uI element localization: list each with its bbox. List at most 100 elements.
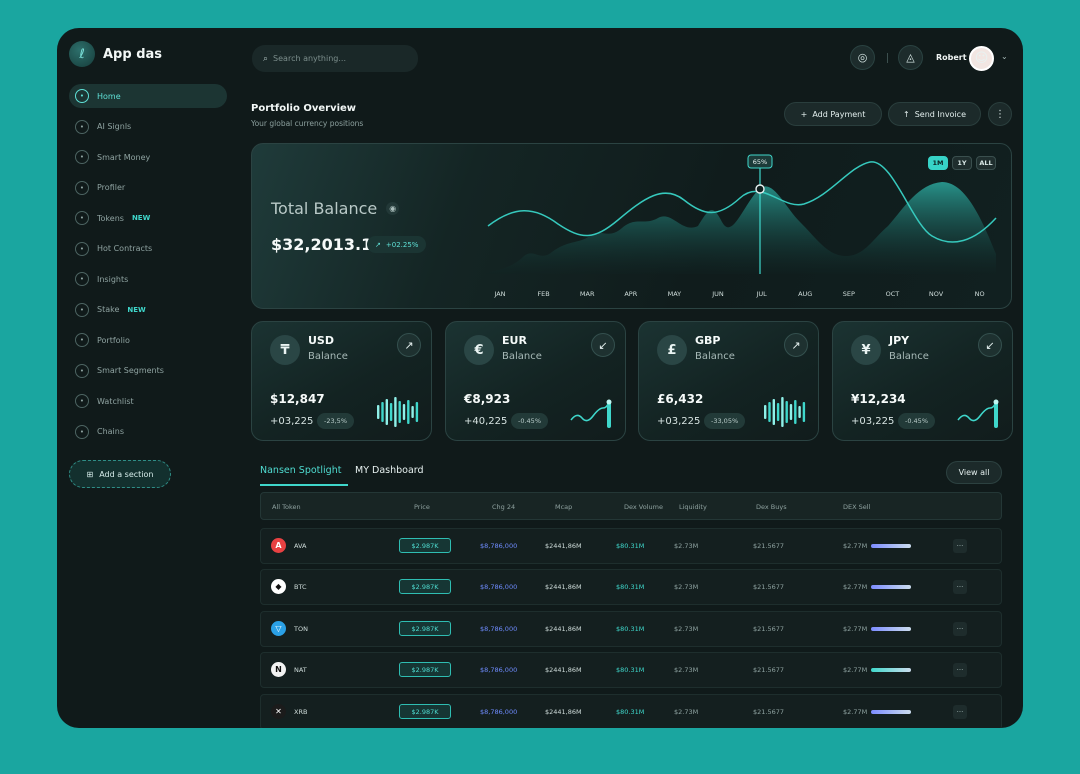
- balance-chart: 65% JAN FEB MAR APR MAY JUN JUL AUG SEP OCT NOV NO: [482, 154, 997, 298]
- col-all-token[interactable]: All Token: [272, 503, 301, 511]
- row-more-button[interactable]: ···: [953, 539, 967, 553]
- segments-icon: •: [75, 363, 89, 378]
- row-more-button[interactable]: ···: [953, 663, 967, 677]
- spark-candle: [385, 399, 388, 425]
- sparkline-candles: [377, 397, 419, 427]
- row-more-button[interactable]: ···: [953, 705, 967, 719]
- eye-icon[interactable]: ◉: [386, 202, 400, 215]
- send-invoice-button[interactable]: ↑ Send Invoice: [888, 102, 981, 126]
- dex-buys-value: $21.5677: [753, 666, 785, 674]
- token-name: TON: [294, 625, 308, 633]
- month-label: AUG: [798, 290, 812, 298]
- sparkline-line: [570, 399, 612, 428]
- dex-sell-bar: [871, 585, 911, 589]
- row-more-button[interactable]: ···: [953, 622, 967, 636]
- dex-sell-bar: [871, 627, 911, 631]
- total-balance-value: $32,2013.16: [271, 235, 384, 254]
- sidebar-item-ai-signls[interactable]: • AI Signls: [69, 115, 227, 139]
- month-label: NO: [975, 290, 985, 298]
- period-1m[interactable]: 1M: [928, 156, 948, 170]
- globe-icon[interactable]: ◎: [850, 45, 875, 70]
- dex-volume-value: $80.31M: [616, 666, 645, 674]
- eth-icon: ◆: [271, 579, 286, 594]
- period-all[interactable]: ALL: [976, 156, 996, 170]
- arrow-up-right-icon: ↗: [375, 240, 381, 249]
- stake-icon: •: [75, 302, 89, 317]
- sidebar-item-tokens[interactable]: • Tokens NEW: [69, 206, 227, 230]
- tab-my-dashboard[interactable]: MY Dashboard: [355, 465, 424, 476]
- currency-arrow-icon[interactable]: ↗: [784, 333, 808, 357]
- view-all-button[interactable]: View all: [946, 461, 1002, 484]
- search-input[interactable]: [273, 54, 404, 63]
- table-row[interactable]: ▽ TON $2.987K $8,786,000 $2441,86M $80.31M $2.…: [260, 611, 1002, 647]
- dashboard-window: ℓ App das • Home • AI Signls • Smart Money • Pr…: [57, 28, 1023, 728]
- currency-label: Balance: [502, 351, 542, 362]
- currency-value: €8,923: [464, 392, 511, 406]
- currency-arrow-icon[interactable]: ↙: [978, 333, 1002, 357]
- currency-symbol-icon: £: [657, 335, 687, 365]
- row-more-button[interactable]: ···: [953, 580, 967, 594]
- table-row[interactable]: N NAT $2.987K $8,786,000 $2441,86M $80.31M $2.…: [260, 652, 1002, 688]
- currency-card-usd[interactable]: ₸ USD Balance ↗ $12,847 +03,225 -23,5%: [251, 321, 432, 441]
- currency-card-eur[interactable]: € EUR Balance ↙ €8,923 +40,225 -0.45%: [445, 321, 626, 441]
- sidebar-item-profiler[interactable]: • Profiler: [69, 176, 227, 200]
- table-row[interactable]: A AVA $2.987K $8,786,000 $2441,86M $80.31M $2.…: [260, 528, 1002, 564]
- period-1y[interactable]: 1Y: [952, 156, 972, 170]
- tab-nansen-spotlight[interactable]: Nansen Spotlight: [260, 465, 342, 476]
- sidebar-item-insights[interactable]: • Insights: [69, 267, 227, 291]
- price-badge: $2.987K: [399, 579, 451, 594]
- sidebar-item-smart-money[interactable]: • Smart Money: [69, 145, 227, 169]
- dex-buys-value: $21.5677: [753, 708, 785, 716]
- active-tab-indicator: [260, 484, 348, 486]
- col-mcap[interactable]: Mcap: [555, 503, 573, 511]
- currency-card-jpy[interactable]: ¥ JPY Balance ↙ ¥12,234 +03,225 -0.45%: [832, 321, 1013, 441]
- brand[interactable]: ℓ App das: [69, 41, 162, 67]
- col-chg-24[interactable]: Chg 24: [492, 503, 516, 511]
- sidebar-item-label: Smart Money: [97, 152, 151, 162]
- currency-card-gbp[interactable]: £ GBP Balance ↗ £6,432 +03,225 -33,05%: [638, 321, 819, 441]
- spark-candle: [415, 402, 419, 422]
- sidebar-item-home[interactable]: • Home: [69, 84, 227, 108]
- spark-candle: [402, 404, 406, 420]
- liquidity-value: $2.73M: [674, 625, 699, 633]
- total-balance-label: Total Balance: [271, 199, 378, 218]
- add-section-button[interactable]: ⊞ Add a section: [69, 460, 171, 488]
- chg-24-value: $8,786,000: [480, 666, 518, 674]
- token-name: AVA: [294, 542, 307, 550]
- sidebar-item-watchlist[interactable]: • Watchlist: [69, 389, 227, 413]
- spark-candle: [794, 400, 797, 424]
- month-label: SEP: [843, 290, 855, 298]
- more-options-button[interactable]: ⋮: [988, 102, 1012, 126]
- col-liquidity[interactable]: Liquidity: [679, 503, 707, 511]
- avatar[interactable]: ☺: [969, 46, 994, 71]
- mcap-value: $2441,86M: [545, 625, 582, 633]
- col-price[interactable]: Price: [414, 503, 430, 511]
- col-dex-buys[interactable]: Dex Buys: [756, 503, 787, 511]
- mcap-value: $2441,86M: [545, 708, 582, 716]
- currency-arrow-icon[interactable]: ↗: [397, 333, 421, 357]
- add-payment-button[interactable]: + Add Payment: [784, 102, 882, 126]
- bell-icon[interactable]: ◬: [898, 45, 923, 70]
- sidebar-item-hot-contracts[interactable]: • Hot Contracts: [69, 237, 227, 261]
- currency-symbol-icon: ₸: [270, 335, 300, 365]
- search-icon: ⌕: [263, 53, 269, 64]
- sidebar-item-portfolio[interactable]: • Portfolio: [69, 328, 227, 352]
- currency-arrow-icon[interactable]: ↙: [591, 333, 615, 357]
- spark-candle: [798, 406, 801, 418]
- table-row[interactable]: ◆ BTC $2.987K $8,786,000 $2441,86M $80.31M $2.…: [260, 569, 1002, 605]
- spark-line: [957, 401, 997, 422]
- chevron-down-icon[interactable]: ⌄: [1001, 52, 1008, 61]
- dex-volume-value: $80.31M: [616, 542, 645, 550]
- spark-candle: [776, 403, 780, 421]
- spark-candle: [389, 403, 393, 421]
- user-name[interactable]: Robert: [936, 53, 967, 62]
- sidebar-item-smart-segments[interactable]: • Smart Segments: [69, 359, 227, 383]
- spark-candle: [764, 405, 767, 419]
- table-row[interactable]: ✕ XRB $2.987K $8,786,000 $2441,86M $80.31M $2.…: [260, 694, 1002, 728]
- search-bar[interactable]: ⌕: [252, 45, 418, 72]
- sidebar-item-stake[interactable]: • Stake NEW: [69, 298, 227, 322]
- col-dex-sell[interactable]: DEX Sell: [843, 503, 871, 511]
- col-dex-volume[interactable]: Dex Volume: [624, 503, 663, 511]
- sidebar-item-chains[interactable]: • Chains: [69, 420, 227, 444]
- liquidity-value: $2.73M: [674, 542, 699, 550]
